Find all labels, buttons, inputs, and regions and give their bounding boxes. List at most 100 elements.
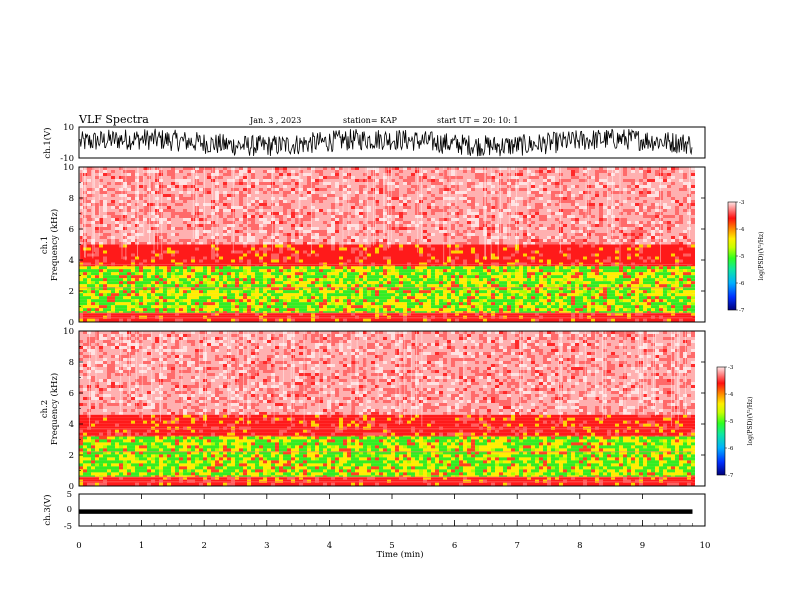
spectrogram-cell [547,293,551,297]
spectrogram-cell [555,176,559,179]
spectrogram-cell [91,293,95,297]
spectrogram-cell [547,275,551,279]
spectrogram-cell [683,302,687,306]
spectrogram-cell [591,308,595,312]
spectrogram-cell [135,247,139,251]
spectrogram-cell [283,167,287,170]
spectrogram-cell [291,275,295,279]
spectrogram-cell [235,259,239,263]
spectrogram-cell [355,176,359,179]
spectrogram-cell [83,318,87,322]
spectrogram-cell [335,305,339,309]
spectrogram-cell [543,318,547,322]
spectrogram-cell [159,290,163,294]
spectrogram-cell [487,296,491,300]
spectrogram-cell [203,253,207,257]
spectrogram-cell [323,272,327,276]
spectrogram-cell [531,296,535,300]
spectrogram-cell [635,293,639,297]
spectrogram-cell [167,176,171,179]
spectrogram-cell [539,250,543,254]
spectrogram-cell [99,170,103,173]
spectrogram-cell [359,272,363,276]
spectrogram-cell [491,173,495,176]
spectrogram-cell [319,296,323,300]
spectrogram-cell [167,305,171,309]
spectrogram-cell [599,256,603,260]
spectrogram-cell [591,281,595,285]
spectrogram-cell [355,272,359,276]
spectrogram-cell [179,311,183,313]
spectrogram-cell [335,244,339,248]
spectrogram-cell [91,296,95,300]
spectrogram-cell [467,244,471,248]
spectrogram-cell [383,302,387,306]
spectrogram-cell [115,269,119,273]
spectrogram-cell [79,244,83,248]
spectrogram-cell [183,259,187,263]
spectrogram-cell [183,167,187,170]
spectrogram-cell [147,293,151,297]
spectrogram-cell [327,312,331,316]
spectrogram-cell [131,176,135,179]
spectrogram-cell [119,305,123,309]
spectrogram-cell [91,272,95,276]
spectrogram-cell [363,299,367,303]
spectrogram-cell [283,284,287,288]
spectrogram-cell [79,275,83,279]
spectrogram-cell [159,167,163,170]
spectrogram-cell [615,305,619,309]
spectrogram-cell [175,299,179,303]
spectrogram-cell [123,299,127,303]
spectrogram-cell [543,269,547,273]
spectrogram-cell [607,308,611,312]
spectrogram-cell [607,266,611,270]
spectrogram-cell [187,311,191,313]
spectrogram-cell [631,293,635,297]
spectrogram-cell [247,179,251,182]
spectrogram-cell [579,259,583,263]
spectrogram-cell [151,173,155,176]
spectrogram-cell [147,312,151,316]
spectrogram-cell [447,299,451,303]
spectrogram-cell [295,266,299,270]
spectrogram-cell [211,308,215,312]
spectrogram-cell [251,308,255,312]
spectrogram-cell [447,272,451,276]
spectrogram-cell [483,305,487,309]
spectrogram-cell [631,299,635,303]
spectrogram-cell [579,176,583,179]
spectrogram-cell [483,259,487,263]
spectrogram-cell [687,247,691,251]
spectrogram-cell [431,287,435,291]
spectrogram-cell [391,318,395,322]
spectrogram-cell [191,311,195,313]
spectrogram-cell [479,281,483,285]
spectrogram-cell [383,176,387,179]
spectrogram-cell [103,275,107,279]
spectrogram-cell [379,244,383,248]
spectrogram-cell [631,287,635,291]
spectrogram-cell [403,272,407,276]
spectrogram-cell [679,244,683,248]
spectrogram-cell [595,302,599,306]
spectrogram-cell [655,287,659,291]
spectrogram-cell [367,287,371,291]
spectrogram-cell [383,167,387,170]
spectrogram-cell [219,170,223,173]
spectrogram-cell [655,272,659,276]
spectrogram-cell [103,256,107,260]
spectrogram-cell [231,296,235,300]
spectrogram-cell [147,253,151,257]
spectrogram-cell [207,176,211,179]
spectrogram-cell [395,281,399,285]
spectrogram-cell [263,269,267,273]
spectrogram-cell [219,179,223,182]
spectrogram-cell [531,269,535,273]
spectrogram-cell [143,266,147,270]
spectrogram-cell [667,284,671,288]
spectrogram-cell [395,265,399,267]
spectrogram-cell [331,278,335,282]
spectrogram-cell [355,266,359,270]
spectrogram-cell [679,290,683,294]
